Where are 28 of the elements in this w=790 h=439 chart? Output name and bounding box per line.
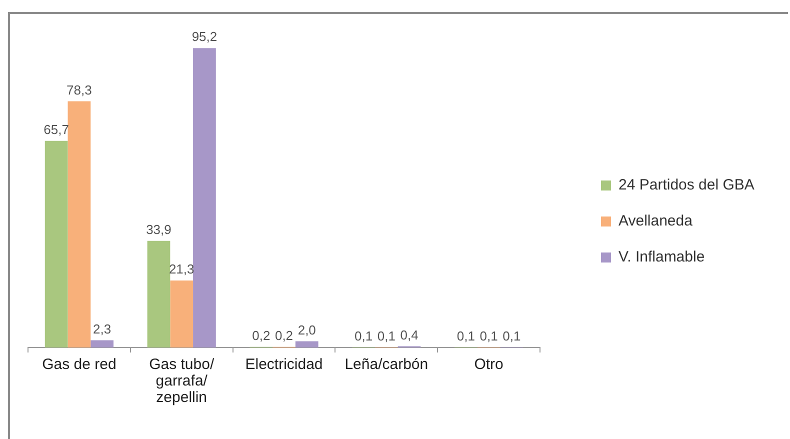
data-label: 0,1 — [377, 328, 396, 344]
bar — [170, 280, 194, 348]
bar — [44, 140, 68, 348]
data-label: 2,3 — [93, 321, 112, 336]
data-label: 0,1 — [502, 328, 521, 344]
x-tick-label: Otro — [474, 356, 504, 373]
x-tick-label: Gas tubo/ garrafa/ zepellin — [149, 356, 215, 406]
data-label: 0,1 — [480, 328, 498, 344]
bar — [193, 48, 216, 348]
data-label: 2,0 — [298, 322, 316, 338]
x-tick-label: Leña/carbón — [344, 356, 428, 373]
bar — [147, 240, 170, 348]
bar — [295, 341, 318, 348]
x-tick-label: Gas de red — [42, 356, 116, 373]
data-label: 0,2 — [274, 328, 294, 343]
data-label: 95,2 — [192, 29, 218, 44]
data-label: 0,2 — [252, 328, 270, 343]
data-label: 78,3 — [66, 82, 92, 98]
legend-label: Avellaneda — [618, 212, 694, 230]
data-label: 33,9 — [146, 222, 172, 237]
legend-label: 24 Partidos del GBA — [618, 176, 754, 194]
data-label: 0,4 — [400, 327, 418, 342]
bar — [90, 340, 114, 348]
bar — [68, 101, 91, 348]
legend-label: V. Inflamable — [618, 248, 705, 266]
data-label: 0,1 — [354, 328, 373, 344]
data-label: 0,1 — [456, 328, 475, 344]
x-tick-label: Electricidad — [245, 356, 323, 373]
